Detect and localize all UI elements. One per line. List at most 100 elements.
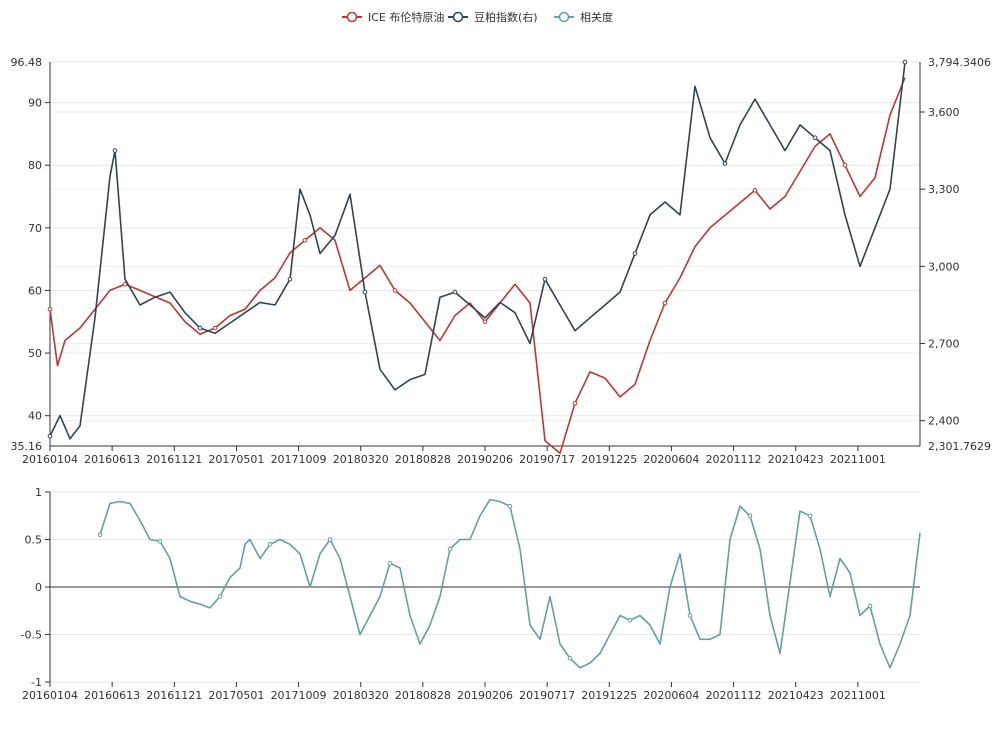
bottom-y-tick-label: 0 bbox=[35, 581, 42, 594]
correlation-series-point bbox=[327, 537, 333, 542]
top-x-tick-label: 20210423 bbox=[768, 453, 824, 466]
top-x-tick-label: 20161121 bbox=[146, 453, 202, 466]
brent-series-point bbox=[392, 288, 398, 293]
right-tick-label: 3,600 bbox=[928, 106, 960, 119]
soymeal-series-point bbox=[812, 135, 818, 140]
bottom-x-tick-label: 20200604 bbox=[643, 689, 699, 702]
legend-label: 豆粕指数(右) bbox=[474, 10, 538, 24]
bottom-x-tick-label: 20180320 bbox=[333, 689, 389, 702]
bottom-x-tick-label: 20211001 bbox=[830, 689, 886, 702]
top-chart-gridlines bbox=[50, 61, 920, 422]
bottom-x-tick-label: 20161121 bbox=[146, 689, 202, 702]
top-x-tick-label: 20160613 bbox=[84, 453, 140, 466]
correlation-series-point bbox=[687, 613, 693, 618]
bottom-x-tick-label: 20160104 bbox=[22, 689, 78, 702]
brent-series-point bbox=[842, 162, 848, 168]
left-max-label: 96.48 bbox=[11, 56, 43, 69]
correlation-series-point bbox=[217, 594, 223, 599]
left-tick-label: 50 bbox=[28, 347, 42, 360]
soymeal-series-point bbox=[197, 325, 203, 331]
correlation-series-point bbox=[97, 532, 103, 538]
soymeal-series-point bbox=[632, 251, 638, 256]
top-x-tick-label: 20200604 bbox=[643, 453, 699, 466]
right-max-label: 3,794.3406 bbox=[928, 56, 991, 69]
right-tick-label: 2,400 bbox=[928, 415, 960, 428]
correlation-series-point bbox=[867, 603, 873, 609]
top-x-tick-label: 20170501 bbox=[208, 453, 264, 466]
axes: 40 50 60 70 80 90 96.48 35.16 2,400 2,700 3,000 3,3… bbox=[11, 56, 991, 702]
top-x-tick-label: 20201112 bbox=[706, 453, 762, 466]
correlation-series-point bbox=[157, 539, 163, 544]
legend-item-3[interactable]: 相关度 bbox=[554, 10, 613, 24]
soymeal-series-point bbox=[112, 148, 118, 153]
brent-series-point bbox=[47, 306, 53, 312]
top-chart-series bbox=[47, 59, 908, 455]
legend-marker-icon bbox=[452, 11, 464, 23]
legend-item-1[interactable]: ICE 布伦特原油 bbox=[342, 10, 444, 24]
bottom-x-tick-label: 20180828 bbox=[395, 689, 451, 702]
correlation-series-point bbox=[387, 561, 393, 566]
legend-marker-icon bbox=[346, 11, 358, 23]
left-tick-label: 40 bbox=[28, 410, 42, 423]
soymeal-series-point bbox=[722, 161, 728, 166]
correlation-series-point bbox=[447, 546, 453, 552]
brent-series-line bbox=[49, 77, 906, 455]
left-tick-label: 70 bbox=[28, 222, 42, 235]
right-min-label: 2,301.7629 bbox=[928, 440, 991, 453]
bottom-x-tick-label: 20190717 bbox=[519, 689, 575, 702]
brent-series-point bbox=[212, 325, 218, 331]
top-x-tick-label: 20190206 bbox=[457, 453, 513, 466]
soymeal-series-point bbox=[902, 59, 908, 65]
soymeal-series-point bbox=[452, 289, 458, 295]
brent-series-point bbox=[572, 400, 578, 406]
soymeal-series-point bbox=[287, 276, 293, 282]
legend-item-2[interactable]: 豆粕指数(右) bbox=[448, 10, 538, 24]
right-tick-label: 3,300 bbox=[928, 183, 960, 196]
soymeal-series-point bbox=[362, 289, 368, 295]
legend-marker-icon bbox=[558, 11, 570, 23]
bottom-x-tick-label: 20160613 bbox=[84, 689, 140, 702]
top-x-tick-label: 20180320 bbox=[333, 453, 389, 466]
top-x-tick-label: 20211001 bbox=[830, 453, 886, 466]
bottom-y-tick-label: -1 bbox=[31, 676, 42, 689]
bottom-x-tick-label: 20171009 bbox=[271, 689, 327, 702]
brent-series-point bbox=[662, 300, 668, 306]
top-x-tick-label: 20180828 bbox=[395, 453, 451, 466]
brent-series-point bbox=[122, 281, 128, 287]
correlation-series-point bbox=[807, 513, 813, 519]
left-tick-label: 60 bbox=[28, 284, 42, 297]
top-x-tick-label: 20190717 bbox=[519, 453, 575, 466]
bottom-x-tick-label: 20191225 bbox=[581, 689, 637, 702]
bottom-y-tick-label: 0.5 bbox=[25, 534, 43, 547]
bottom-chart-series bbox=[97, 498, 921, 669]
top-x-tick-label: 20171009 bbox=[271, 453, 327, 466]
correlation-series-line bbox=[99, 498, 921, 669]
bottom-y-tick-label: 1 bbox=[35, 486, 42, 499]
soymeal-series-line bbox=[49, 62, 906, 440]
right-tick-label: 2,700 bbox=[928, 338, 960, 351]
right-tick-label: 3,000 bbox=[928, 260, 960, 273]
top-x-tick-label: 20191225 bbox=[581, 453, 637, 466]
soymeal-series-point bbox=[47, 433, 53, 439]
brent-series-point bbox=[752, 188, 758, 193]
legend[interactable]: ICE 布伦特原油 豆粕指数(右) 相关度 bbox=[342, 10, 613, 24]
legend-label: ICE 布伦特原油 bbox=[368, 10, 444, 24]
correlation-series-point bbox=[267, 542, 273, 547]
left-tick-label: 80 bbox=[28, 159, 42, 172]
correlation-series-point bbox=[747, 513, 753, 519]
left-tick-label: 90 bbox=[28, 97, 42, 110]
bottom-y-tick-label: -0.5 bbox=[21, 629, 42, 642]
correlation-series-point bbox=[507, 504, 513, 509]
bottom-x-tick-label: 20170501 bbox=[208, 689, 264, 702]
top-x-tick-label: 20160104 bbox=[22, 453, 78, 466]
bottom-x-tick-label: 20201112 bbox=[706, 689, 762, 702]
brent-series-point bbox=[482, 319, 488, 325]
bottom-x-tick-label: 20190206 bbox=[457, 689, 513, 702]
brent-series-point bbox=[302, 238, 308, 243]
left-min-label: 35.16 bbox=[11, 440, 43, 453]
correlation-series-point bbox=[627, 618, 633, 623]
soymeal-series-point bbox=[542, 276, 548, 282]
legend-label: 相关度 bbox=[580, 10, 613, 24]
correlation-series-point bbox=[567, 656, 573, 661]
